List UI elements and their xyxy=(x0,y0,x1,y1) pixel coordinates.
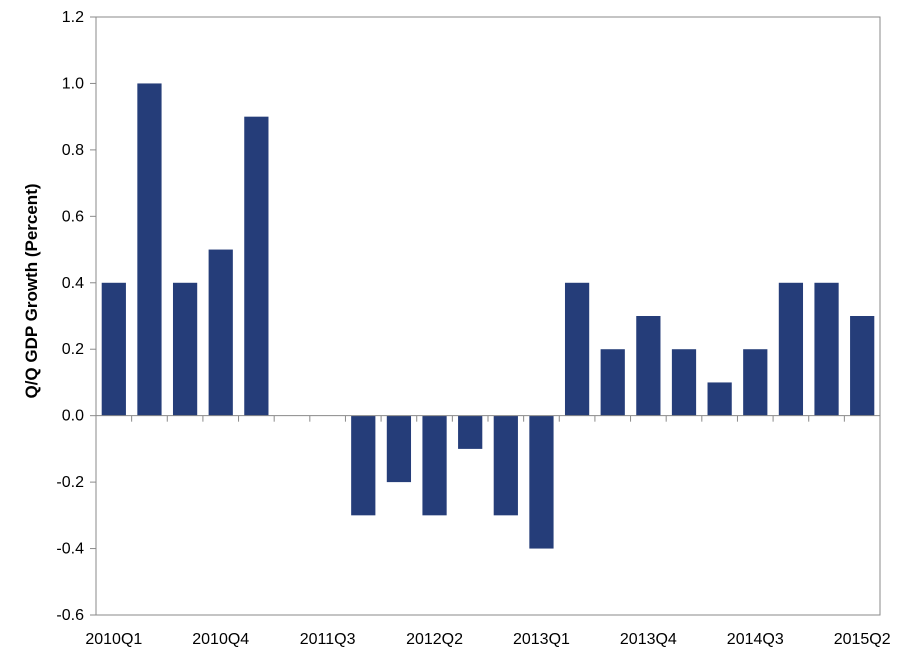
y-tick-label: 0.4 xyxy=(62,275,84,292)
bar-2014q3 xyxy=(743,349,768,416)
y-tick-label: 0.6 xyxy=(62,208,84,225)
bar-2011q1 xyxy=(244,116,269,416)
x-tick-label: 2011Q3 xyxy=(300,631,356,648)
y-axis-ticks: -0.6 -0.4 -0.2 0.0 0.2 0.4 0.6 0.8 1.0 1.2 xyxy=(56,9,96,624)
bar-2013q3 xyxy=(600,349,625,416)
bar-2015q1 xyxy=(814,282,839,416)
x-tick-label: 2010Q1 xyxy=(85,631,142,648)
bar-2014q1 xyxy=(671,349,697,416)
bar-2013q2 xyxy=(564,282,590,416)
x-axis-ticks: 2010Q1 2010Q4 2011Q3 2012Q2 2013Q1 2013Q4 2014… xyxy=(85,415,891,648)
y-axis-title: Q/Q GDP Growth (Percent) xyxy=(22,183,41,398)
bar-2013q1 xyxy=(529,415,554,549)
bar-2010q1 xyxy=(101,282,126,416)
bar-2013q4 xyxy=(636,316,661,416)
bar-2010q2 xyxy=(137,83,162,416)
bar-2012q1 xyxy=(386,415,412,483)
bar-2012q4 xyxy=(493,415,518,516)
bar-2012q2 xyxy=(422,415,447,516)
y-tick-label: 0.0 xyxy=(62,408,84,425)
x-tick-label: 2010Q4 xyxy=(192,631,249,648)
y-tick-label: 0.8 xyxy=(62,142,84,159)
x-tick-label: 2012Q2 xyxy=(406,631,463,648)
y-tick-label: 0.2 xyxy=(62,341,84,358)
y-tick-label: 1.2 xyxy=(62,9,84,26)
bar-2014q4 xyxy=(778,282,804,416)
y-tick-label: -0.6 xyxy=(56,607,84,624)
bar-2010q4 xyxy=(208,249,233,416)
bars-group xyxy=(101,83,875,549)
plot-area-frame xyxy=(95,16,881,616)
x-tick-label: 2014Q3 xyxy=(727,631,784,648)
x-tick-label: 2013Q4 xyxy=(620,631,677,648)
y-tick-label: -0.4 xyxy=(56,541,84,558)
bar-2010q3 xyxy=(172,282,198,416)
x-tick-label: 2015Q2 xyxy=(834,631,891,648)
bar-2014q2 xyxy=(707,382,732,416)
bar-2012q3 xyxy=(458,415,483,449)
y-tick-label: 1.0 xyxy=(62,75,84,92)
y-tick-label: -0.2 xyxy=(56,474,84,491)
x-tick-label: 2013Q1 xyxy=(513,631,570,648)
bar-2015q2 xyxy=(850,316,875,416)
bar-2011q4 xyxy=(351,415,376,516)
